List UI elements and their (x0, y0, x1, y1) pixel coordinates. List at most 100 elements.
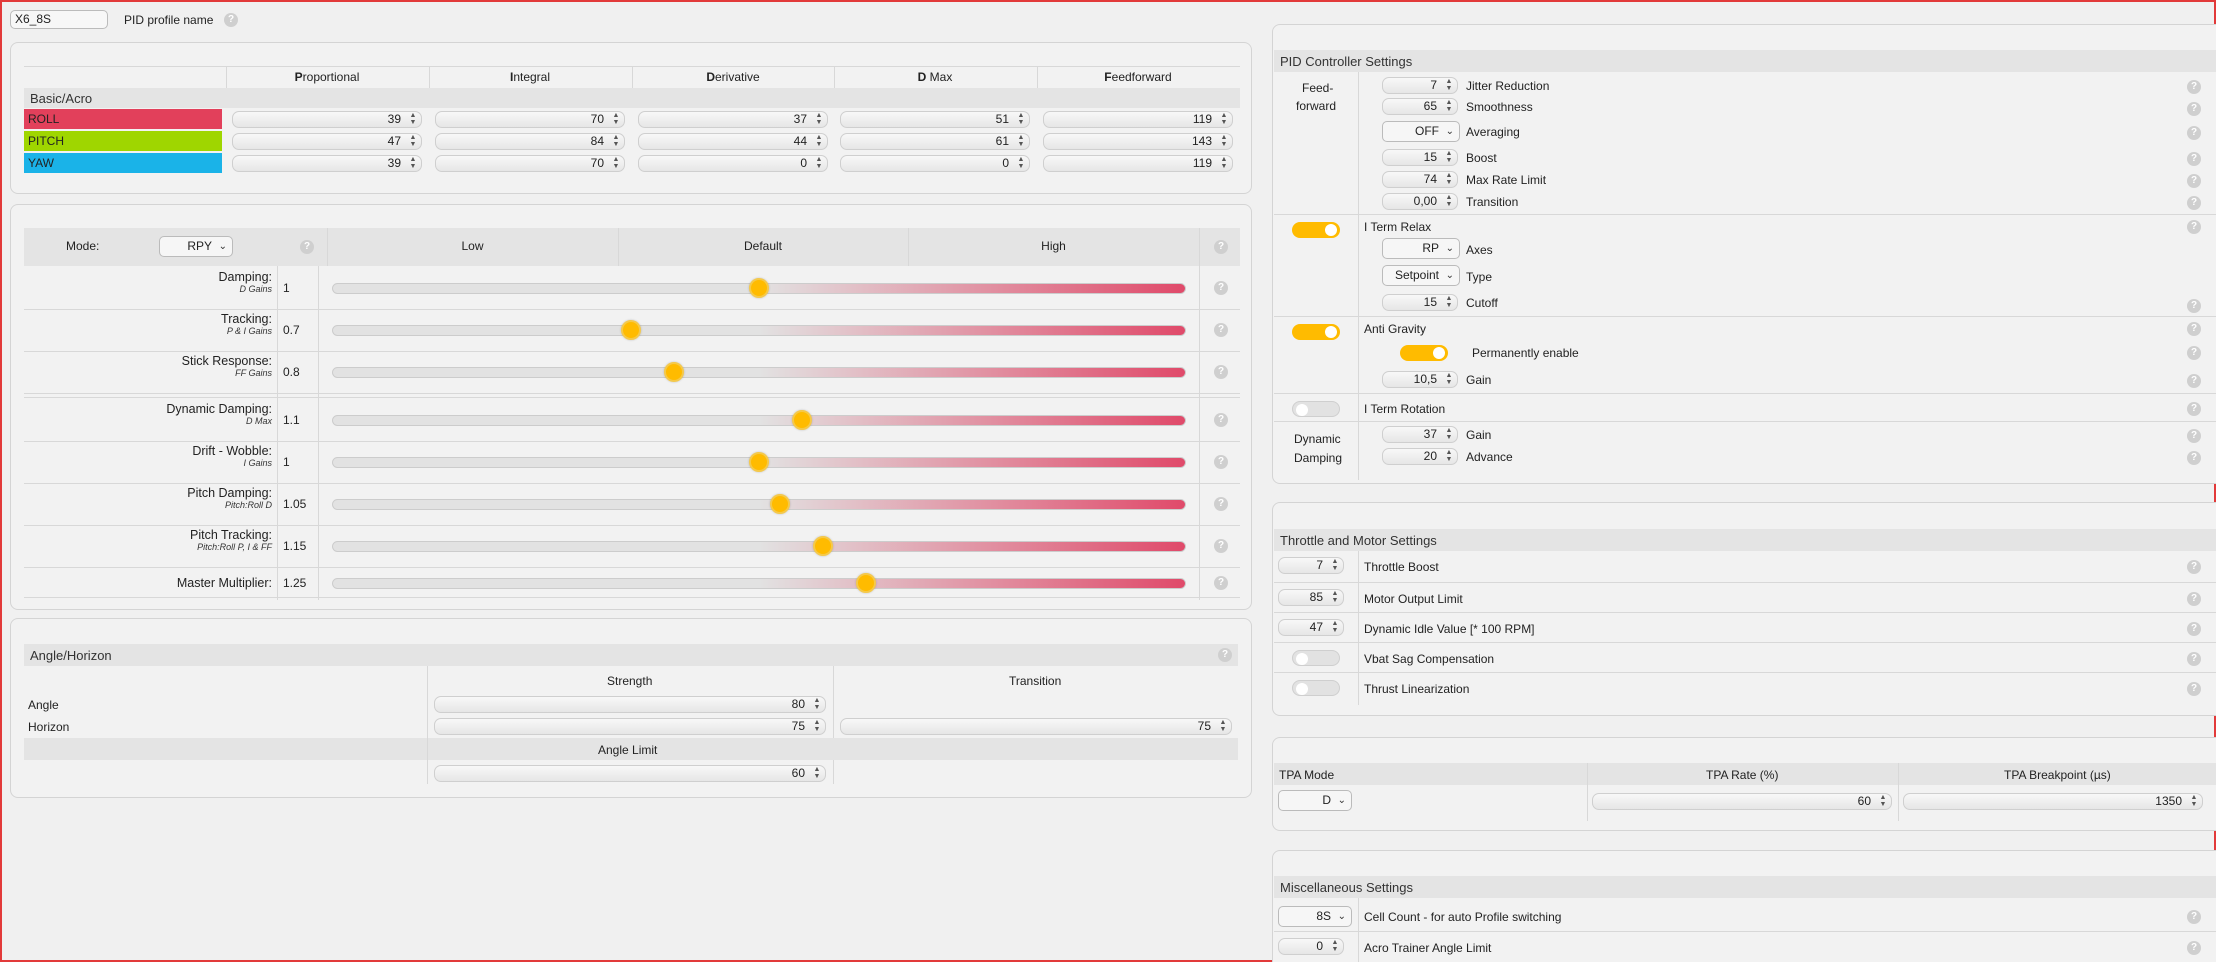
tpa-breakpoint-input[interactable]: 1350 ▲ ▼ (1903, 793, 2203, 810)
help-icon[interactable]: ? (2187, 322, 2201, 336)
horizon-strength-input[interactable]: 75 ▲ ▼ (434, 718, 826, 735)
slider-track[interactable] (332, 325, 1186, 336)
help-icon[interactable]: ? (2187, 346, 2201, 360)
dynamic-damping-advance-input[interactable]: 20 ▲ ▼ (1382, 448, 1458, 465)
averaging-select[interactable]: OFF ⌄ (1382, 121, 1460, 142)
slider-thumb[interactable] (749, 452, 769, 472)
slider-thumb[interactable] (749, 278, 769, 298)
pid-value-input[interactable]: 70 ▲ ▼ (435, 111, 625, 128)
tpa-mode-select[interactable]: D ⌄ (1278, 790, 1352, 811)
mode-select[interactable]: RPY ⌄ (159, 236, 233, 257)
help-icon[interactable]: ? (2187, 402, 2201, 416)
iterm-axes-select[interactable]: RP ⌄ (1382, 238, 1460, 259)
slider-track[interactable] (332, 499, 1186, 510)
help-icon[interactable]: ? (2187, 152, 2201, 166)
help-icon[interactable]: ? (2187, 299, 2201, 313)
chevron-down-icon: ⌄ (1445, 270, 1454, 281)
permanently-enable-toggle[interactable] (1400, 345, 1448, 361)
help-icon[interactable]: ? (1214, 323, 1228, 337)
help-icon[interactable]: ? (2187, 80, 2201, 94)
vbat-sag-toggle[interactable] (1292, 650, 1340, 666)
help-icon[interactable]: ? (2187, 196, 2201, 210)
pid-value-input[interactable]: 119 ▲ ▼ (1043, 111, 1233, 128)
anti-gravity-toggle[interactable] (1292, 324, 1340, 340)
help-icon[interactable]: ? (2187, 560, 2201, 574)
help-icon[interactable]: ? (1214, 281, 1228, 295)
tpa-rate-input[interactable]: 60 ▲ ▼ (1592, 793, 1892, 810)
max-rate-limit-input[interactable]: 74 ▲ ▼ (1382, 171, 1458, 188)
cell-count-select[interactable]: 8S ⌄ (1278, 906, 1352, 927)
iterm-rotation-toggle[interactable] (1292, 401, 1340, 417)
help-icon[interactable]: ? (2187, 174, 2201, 188)
iterm-type-select[interactable]: Setpoint ⌄ (1382, 265, 1460, 286)
help-icon[interactable]: ? (224, 13, 238, 27)
help-icon[interactable]: ? (2187, 910, 2201, 924)
help-icon[interactable]: ? (2187, 592, 2201, 606)
throttle-boost-input[interactable]: 7 ▲ ▼ (1278, 557, 1344, 574)
help-icon[interactable]: ? (2187, 126, 2201, 140)
angle-strength-input[interactable]: 80 ▲ ▼ (434, 696, 826, 713)
help-icon[interactable]: ? (2187, 374, 2201, 388)
help-icon[interactable]: ? (300, 240, 314, 254)
acro-trainer-input[interactable]: 0 ▲ ▼ (1278, 938, 1344, 955)
jitter-reduction-input[interactable]: 7 ▲ ▼ (1382, 77, 1458, 94)
slider-track[interactable] (332, 578, 1186, 589)
help-icon[interactable]: ? (2187, 622, 2201, 636)
anti-gravity-gain-input[interactable]: 10,5 ▲ ▼ (1382, 371, 1458, 388)
transition-input[interactable]: 0,00 ▲ ▼ (1382, 193, 1458, 210)
help-icon[interactable]: ? (1214, 539, 1228, 553)
help-icon[interactable]: ? (1214, 413, 1228, 427)
pid-value-input[interactable]: 0 ▲ ▼ (638, 155, 828, 172)
pid-value-input[interactable]: 0 ▲ ▼ (840, 155, 1030, 172)
pid-value-input[interactable]: 61 ▲ ▼ (840, 133, 1030, 150)
iterm-cutoff-input[interactable]: 15 ▲ ▼ (1382, 294, 1458, 311)
dynamic-idle-input[interactable]: 47 ▲ ▼ (1278, 619, 1344, 636)
slider-thumb[interactable] (855, 573, 876, 593)
help-icon[interactable]: ? (1214, 240, 1228, 254)
smoothness-input[interactable]: 65 ▲ ▼ (1382, 98, 1458, 115)
motor-output-limit-input[interactable]: 85 ▲ ▼ (1278, 589, 1344, 606)
pid-value-input[interactable]: 44 ▲ ▼ (638, 133, 828, 150)
help-icon[interactable]: ? (1218, 648, 1232, 662)
pid-value-input[interactable]: 51 ▲ ▼ (840, 111, 1030, 128)
pid-value-input[interactable]: 119 ▲ ▼ (1043, 155, 1233, 172)
slider-value: 1 (283, 281, 290, 295)
feedforward-group-label: Feed- (1302, 81, 1334, 95)
slider-track[interactable] (332, 541, 1186, 552)
boost-label: Boost (1466, 151, 1497, 165)
slider-track[interactable] (332, 415, 1186, 426)
profile-name-input[interactable]: X6_8S (10, 10, 108, 29)
pid-value-input[interactable]: 39 ▲ ▼ (232, 155, 422, 172)
slider-thumb[interactable] (813, 536, 834, 556)
iterm-relax-toggle[interactable] (1292, 222, 1340, 238)
slider-track[interactable] (332, 367, 1186, 378)
pid-value-input[interactable]: 37 ▲ ▼ (638, 111, 828, 128)
slider-thumb[interactable] (770, 494, 791, 514)
throttle-motor-header: Throttle and Motor Settings (1274, 529, 2216, 551)
slider-thumb[interactable] (791, 410, 812, 430)
help-icon[interactable]: ? (1214, 455, 1228, 469)
angle-limit-input[interactable]: 60 ▲ ▼ (434, 765, 826, 782)
pid-value-input[interactable]: 47 ▲ ▼ (232, 133, 422, 150)
pid-value-input[interactable]: 70 ▲ ▼ (435, 155, 625, 172)
slider-thumb[interactable] (663, 362, 684, 382)
help-icon[interactable]: ? (2187, 451, 2201, 465)
help-icon[interactable]: ? (1214, 365, 1228, 379)
help-icon[interactable]: ? (2187, 682, 2201, 696)
help-icon[interactable]: ? (1214, 497, 1228, 511)
slider-thumb[interactable] (620, 320, 641, 340)
pid-value-input[interactable]: 39 ▲ ▼ (232, 111, 422, 128)
help-icon[interactable]: ? (2187, 941, 2201, 955)
thrust-linearization-toggle[interactable] (1292, 680, 1340, 696)
pid-value-input[interactable]: 143 ▲ ▼ (1043, 133, 1233, 150)
help-icon[interactable]: ? (2187, 220, 2201, 234)
help-icon[interactable]: ? (2187, 652, 2201, 666)
boost-input[interactable]: 15 ▲ ▼ (1382, 149, 1458, 166)
pid-value-input[interactable]: 84 ▲ ▼ (435, 133, 625, 150)
dynamic-damping-gain-input[interactable]: 37 ▲ ▼ (1382, 426, 1458, 443)
help-icon[interactable]: ? (1214, 576, 1228, 590)
help-icon[interactable]: ? (2187, 102, 2201, 116)
horizon-transition-input[interactable]: 75 ▲ ▼ (840, 718, 1232, 735)
misc-title: Miscellaneous Settings (1280, 879, 1413, 895)
help-icon[interactable]: ? (2187, 429, 2201, 443)
